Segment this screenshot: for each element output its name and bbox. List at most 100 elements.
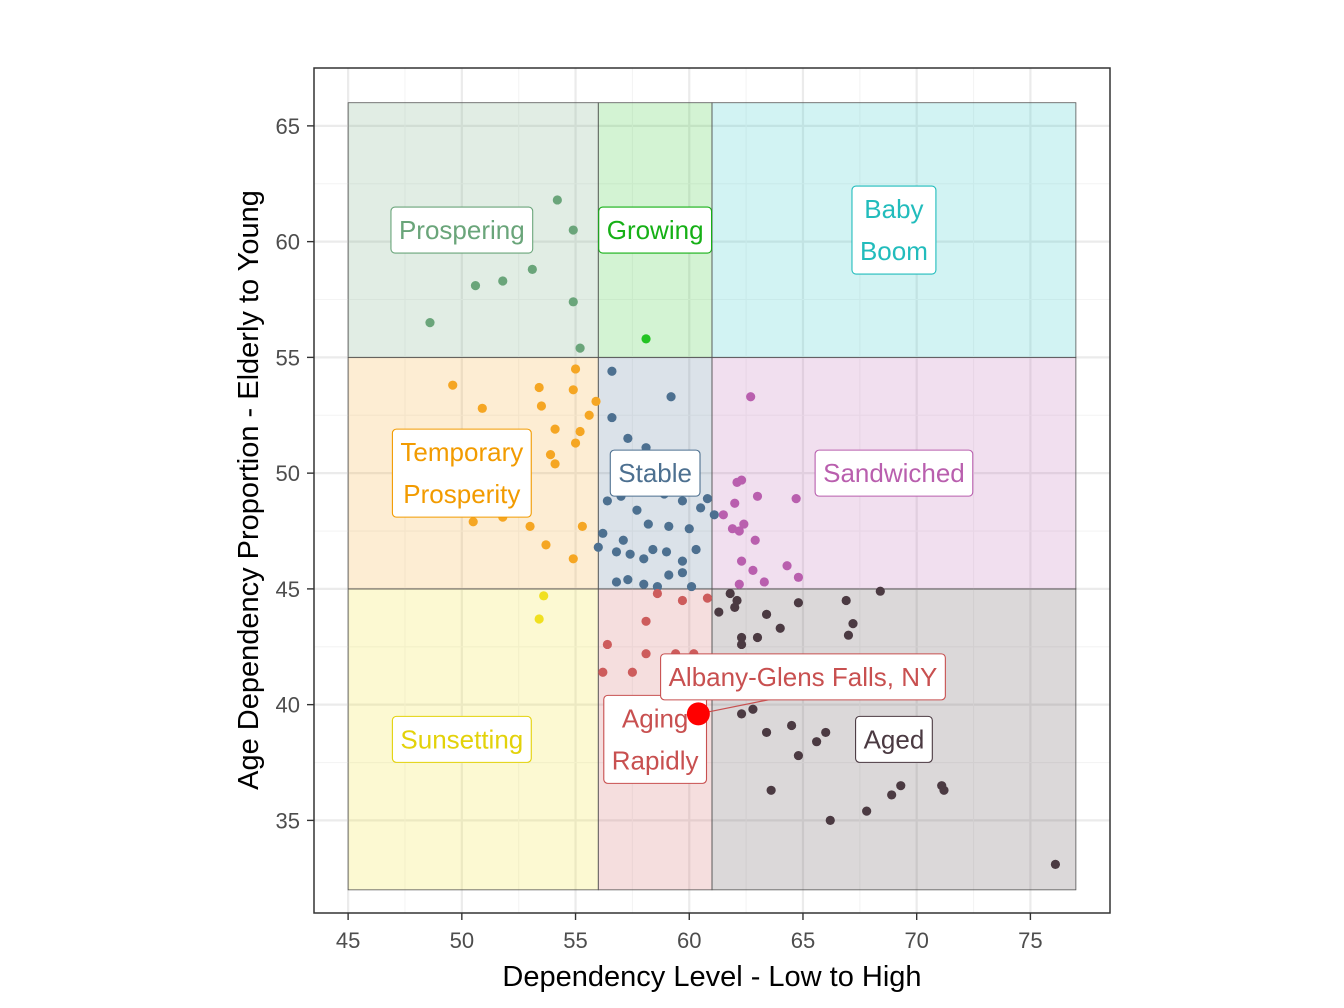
point-aging-rapidly	[652, 588, 663, 599]
point-aged	[766, 785, 776, 795]
point-prospering	[527, 264, 537, 275]
panel-border	[313, 67, 1111, 914]
point-growing	[641, 334, 651, 344]
point-aged	[862, 806, 872, 816]
label-sunsetting-box	[391, 715, 532, 763]
point-temporary-prosperity	[550, 424, 560, 434]
point-stable	[618, 535, 628, 545]
point-aged	[887, 790, 897, 800]
label-sunsetting-text: Sunsetting	[400, 724, 523, 754]
label-aging-rapidly-text: Rapidly	[612, 745, 699, 775]
point-stable	[607, 412, 617, 423]
point-sandwiched	[730, 498, 740, 508]
point-temporary-prosperity	[550, 459, 560, 469]
point-aging-rapidly	[602, 639, 612, 650]
point-stable	[686, 581, 697, 592]
point-stable	[661, 547, 672, 557]
x-tick-label: 45	[336, 928, 360, 953]
point-sandwiched	[759, 577, 769, 587]
point-stable	[677, 568, 688, 578]
point-temporary-prosperity	[468, 517, 478, 527]
point-prospering	[498, 276, 508, 286]
x-tick-label: 75	[1018, 928, 1042, 953]
point-prospering	[575, 343, 585, 353]
label-aging-rapidly-box	[603, 694, 708, 784]
point-sunsetting	[539, 591, 549, 601]
point-aged	[793, 598, 804, 608]
point-temporary-prosperity	[448, 380, 458, 390]
point-sandwiched	[718, 510, 728, 520]
label-temporary-prosperity-text: Prosperity	[403, 479, 520, 509]
label-aging-rapidly-text: Aging	[622, 703, 689, 733]
point-stable	[611, 577, 622, 587]
point-temporary-prosperity	[577, 521, 587, 531]
point-sandwiched	[750, 535, 760, 545]
point-temporary-prosperity	[568, 554, 578, 564]
point-temporary-prosperity	[525, 521, 535, 531]
point-aged	[848, 619, 858, 629]
label-stable: Stable	[609, 449, 701, 497]
point-temporary-prosperity	[534, 382, 544, 393]
label-temporary-prosperity-box	[391, 428, 532, 518]
point-aging-rapidly	[702, 593, 713, 603]
point-aged	[748, 704, 758, 714]
point-stable	[648, 544, 658, 555]
point-stable	[602, 496, 612, 506]
x-axis-title: Dependency Level - Low to High	[502, 961, 921, 993]
y-tick-label: 40	[276, 693, 300, 718]
point-stable	[702, 494, 713, 504]
point-stable	[677, 556, 688, 566]
point-temporary-prosperity	[575, 426, 585, 437]
point-aging-rapidly	[677, 595, 688, 606]
label-aging-rapidly: Aging Rapidly	[603, 694, 708, 784]
y-tick-label: 65	[276, 114, 300, 139]
label-baby-boom-box	[851, 185, 937, 275]
y-tick-label: 45	[276, 577, 300, 602]
x-tick-label: 50	[450, 928, 474, 953]
point-stable	[652, 581, 663, 592]
point-sandwiched	[736, 475, 747, 485]
point-aged	[775, 623, 785, 633]
point-stable	[691, 544, 701, 555]
point-stable	[677, 496, 688, 506]
x-tick-label: 60	[677, 928, 701, 953]
point-stable	[664, 570, 674, 580]
point-stable	[709, 510, 719, 520]
point-aged	[896, 781, 906, 791]
label-growing-text: Growing	[607, 215, 704, 245]
y-tick-label: 55	[276, 345, 300, 370]
point-stable	[623, 575, 633, 585]
label-prospering-text: Prospering	[399, 215, 525, 245]
label-sandwiched-box	[814, 449, 974, 497]
label-stable-box	[609, 449, 701, 497]
point-stable	[684, 524, 694, 534]
x-tick-label: 70	[904, 928, 928, 953]
label-temporary-prosperity: Temporary Prosperity	[391, 428, 532, 518]
region-labels: Prospering Growing Baby Boom Temporary Prospe…	[390, 185, 974, 784]
point-aging-rapidly	[641, 616, 651, 626]
point-stable	[598, 528, 608, 538]
point-sandwiched	[734, 579, 744, 589]
point-sandwiched	[748, 565, 758, 575]
point-aged	[1050, 859, 1061, 869]
point-aged	[787, 720, 797, 731]
point-stable	[607, 366, 617, 376]
point-temporary-prosperity	[570, 364, 581, 374]
point-stable	[639, 554, 649, 564]
point-aged	[714, 607, 724, 617]
point-temporary-prosperity	[591, 396, 601, 406]
point-aged	[821, 727, 831, 738]
point-sandwiched	[752, 491, 763, 501]
label-temporary-prosperity-text: Temporary	[400, 437, 523, 467]
highlight-label-box	[660, 653, 946, 701]
x-tick-label: 55	[563, 928, 587, 953]
point-aged	[736, 639, 747, 650]
point-prospering	[568, 297, 578, 307]
point-sandwiched	[746, 392, 756, 402]
x-tick-label: 65	[791, 928, 815, 953]
point-temporary-prosperity	[570, 438, 581, 448]
label-growing-box	[598, 206, 713, 254]
label-baby-boom: Baby Boom	[851, 185, 937, 275]
